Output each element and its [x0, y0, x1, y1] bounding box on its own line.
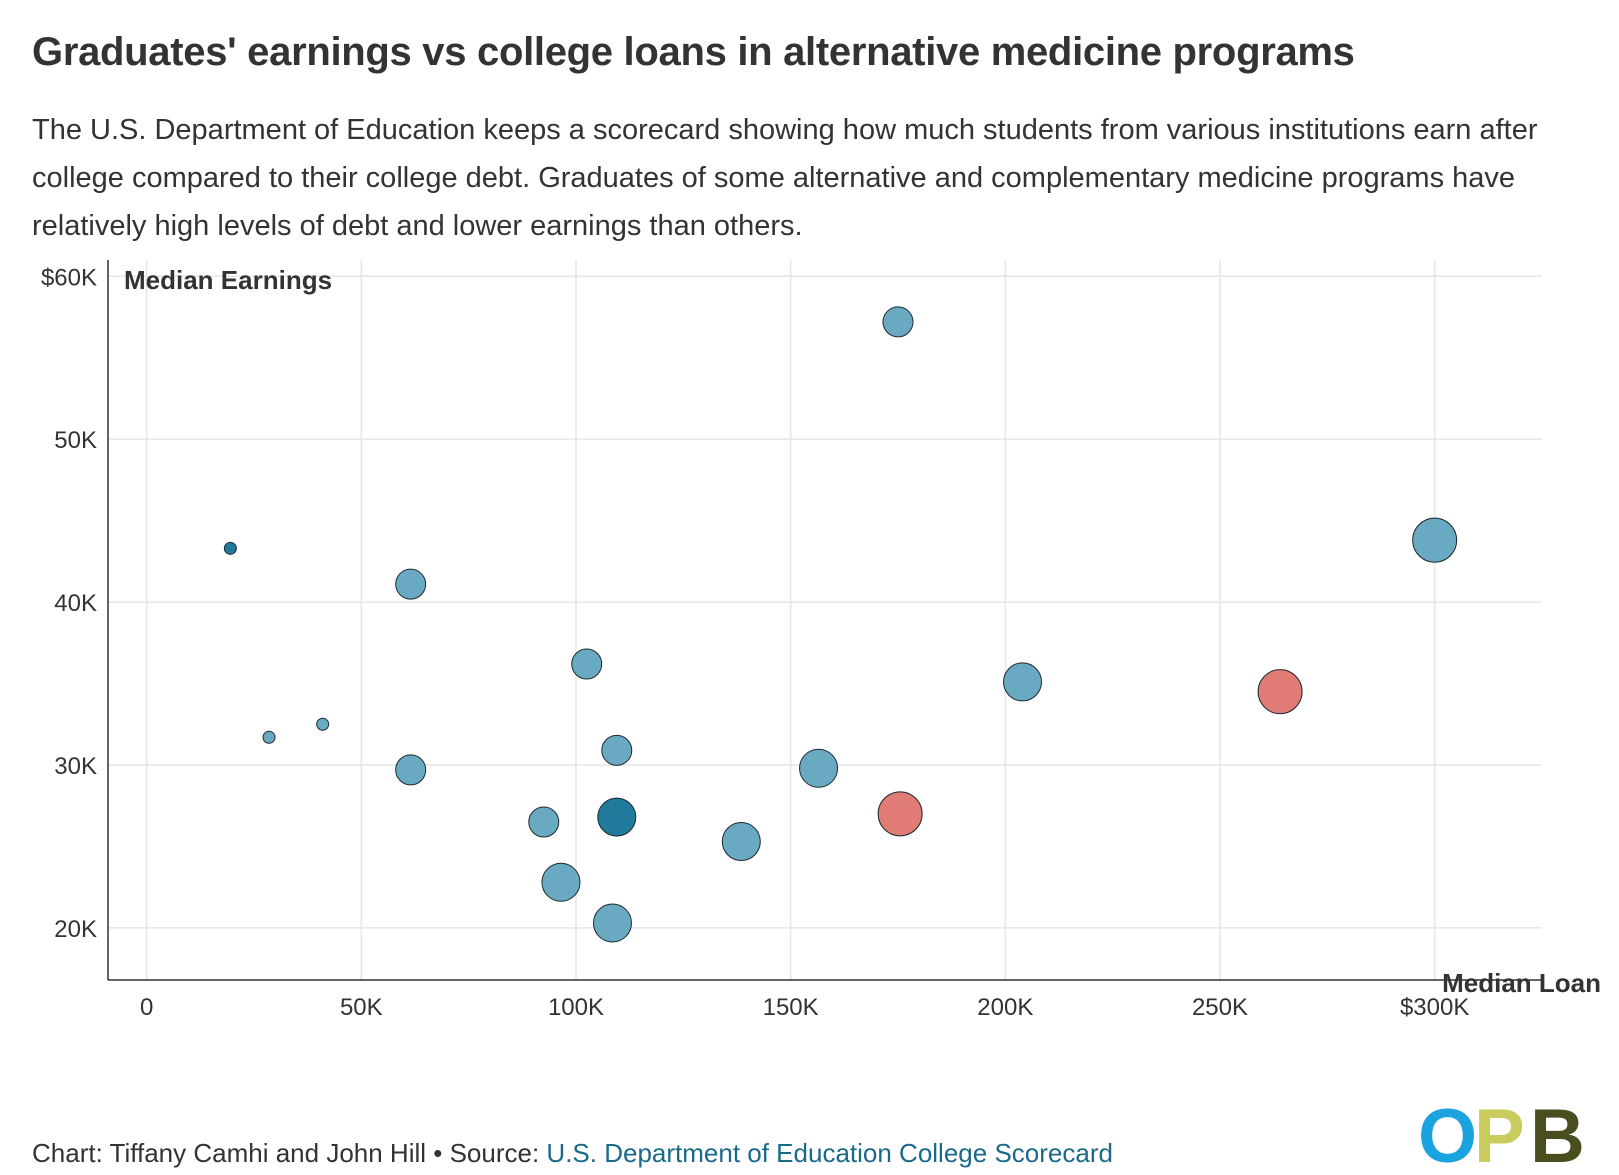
- x-tick-label: 250K: [1192, 994, 1248, 1021]
- scatter-point[interactable]: [1257, 669, 1303, 715]
- scatter-point[interactable]: [721, 822, 761, 862]
- axes: [107, 260, 1542, 981]
- scatter-point[interactable]: [395, 754, 427, 786]
- scatter-point[interactable]: [601, 734, 633, 766]
- scatter-point[interactable]: [395, 568, 427, 600]
- chart-title: Graduates' earnings vs college loans in …: [32, 30, 1355, 74]
- data-points: [223, 306, 1458, 943]
- scatter-point[interactable]: [877, 791, 923, 837]
- y-axis-title: Median Earnings: [124, 265, 332, 295]
- scatter-point[interactable]: [882, 306, 914, 338]
- scatter-point[interactable]: [592, 903, 632, 943]
- scatter-point[interactable]: [223, 541, 237, 555]
- opb-logo: O P B: [1418, 1100, 1585, 1170]
- scatter-point[interactable]: [528, 806, 560, 838]
- scatter-point[interactable]: [262, 730, 276, 744]
- x-tick-label: 150K: [763, 994, 819, 1021]
- scatter-point[interactable]: [1002, 662, 1042, 702]
- scatter-chart: 0 50K 100K 150K 200K 250K $300K 20K 30K 40K 50K $60…: [41, 260, 1601, 1021]
- logo-letter-p: P: [1474, 1100, 1525, 1170]
- scatter-point[interactable]: [799, 748, 839, 788]
- x-tick-label: 200K: [977, 994, 1033, 1021]
- chart-footer: Chart: Tiffany Camhi and John Hill • Sou…: [32, 1138, 1113, 1169]
- axis-ticks: 0 50K 100K 150K 200K 250K $300K 20K 30K 40K 50K $60…: [41, 264, 1469, 1021]
- logo-letter-b: B: [1530, 1100, 1585, 1170]
- scatter-point[interactable]: [571, 648, 603, 680]
- y-tick-label: 20K: [54, 916, 97, 943]
- chart-subtitle: The U.S. Department of Education keeps a…: [32, 114, 1538, 242]
- grid-lines: [108, 260, 1542, 980]
- scatter-point[interactable]: [316, 717, 330, 731]
- chart-credit: Chart: Tiffany Camhi and John Hill • Sou…: [32, 1138, 547, 1168]
- y-tick-label: 50K: [54, 427, 97, 454]
- x-tick-label: 100K: [548, 994, 604, 1021]
- y-tick-label: 40K: [54, 590, 97, 617]
- y-tick-label: $60K: [41, 264, 97, 291]
- scatter-point[interactable]: [541, 862, 581, 902]
- scatter-point[interactable]: [1412, 517, 1458, 563]
- x-tick-label: 50K: [340, 994, 383, 1021]
- x-tick-label: $300K: [1400, 994, 1469, 1021]
- logo-letter-o: O: [1418, 1100, 1477, 1170]
- scatter-point[interactable]: [597, 797, 637, 837]
- source-link[interactable]: U.S. Department of Education College Sco…: [546, 1138, 1113, 1168]
- x-tick-label: 0: [140, 994, 153, 1021]
- y-tick-label: 30K: [54, 753, 97, 780]
- x-axis-title: Median Loan: [1442, 968, 1601, 998]
